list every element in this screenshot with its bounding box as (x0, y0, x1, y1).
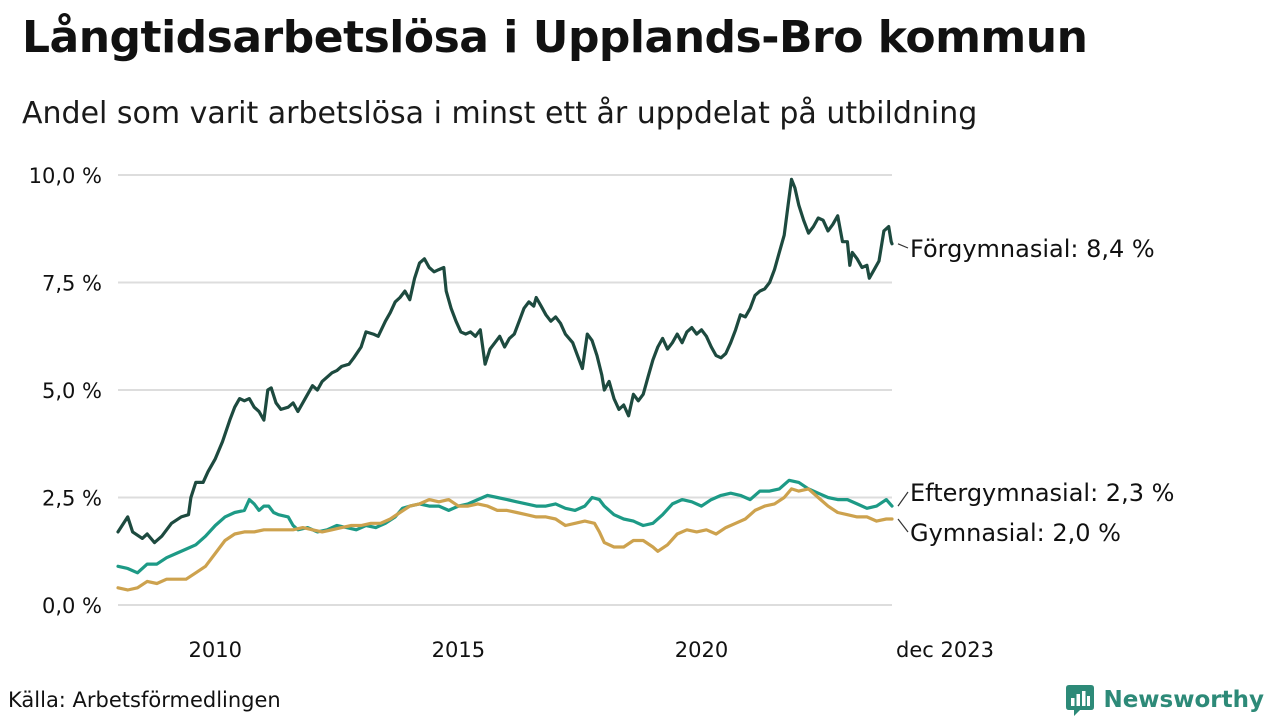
x-tick-label: 2015 (432, 638, 485, 662)
x-axis-ticks: 2010 2015 2020 dec 2023 (189, 638, 994, 662)
series-end-labels: Förgymnasial: 8,4 % Eftergymnasial: 2,3 %… (897, 235, 1174, 547)
y-axis-ticks: 0,0 % 2,5 % 5,0 % 7,5 % 10,0 % (29, 164, 102, 618)
x-tick-label: 2010 (189, 638, 242, 662)
source-note: Källa: Arbetsförmedlingen (8, 688, 281, 712)
newsworthy-logo-icon (1065, 683, 1095, 717)
series-line-förgymnasial (116, 177, 894, 545)
chart-title: Långtidsarbetslösa i Upplands-Bro kommun (22, 12, 1088, 63)
y-tick-label: 2,5 % (42, 487, 102, 511)
brand-logo[interactable]: Newsworthy (1065, 683, 1264, 717)
label-connector (897, 491, 909, 507)
series-end-label: Eftergymnasial: 2,3 % (910, 479, 1174, 507)
x-tick-label: dec 2023 (896, 638, 994, 662)
x-tick-label: 2020 (675, 638, 728, 662)
y-tick-label: 7,5 % (42, 272, 102, 296)
series-end-label: Gymnasial: 2,0 % (910, 519, 1121, 547)
series-line-eftergymnasial (116, 478, 894, 575)
label-connector (897, 243, 909, 249)
y-tick-label: 5,0 % (42, 379, 102, 403)
gridlines (118, 174, 892, 606)
chart-subtitle: Andel som varit arbetslösa i minst ett å… (22, 96, 978, 131)
series-lines (116, 177, 894, 592)
series-end-label: Förgymnasial: 8,4 % (910, 235, 1155, 263)
brand-name: Newsworthy (1103, 687, 1264, 713)
series-line-gymnasial (116, 487, 894, 592)
y-tick-label: 10,0 % (29, 164, 102, 188)
y-tick-label: 0,0 % (42, 594, 102, 618)
label-connector (897, 518, 909, 533)
